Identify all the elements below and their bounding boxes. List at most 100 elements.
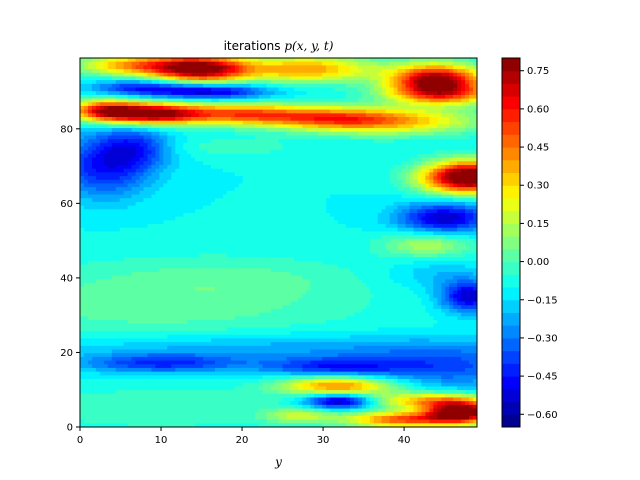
contour-cell: [449, 109, 454, 114]
contour-cell: [302, 98, 307, 103]
contour-cell: [369, 109, 375, 114]
contour-cell: [338, 187, 343, 192]
contour-cell: [119, 135, 125, 140]
contour-cell: [330, 94, 335, 100]
contour-cell: [469, 109, 474, 114]
contour-cell: [314, 76, 319, 81]
contour-cell: [139, 91, 145, 96]
contour-cell: [318, 235, 323, 240]
contour-cell: [322, 117, 327, 122]
contour-cell: [310, 146, 315, 151]
contour-cell: [211, 216, 216, 221]
contour-cell: [453, 227, 458, 232]
contour-cell: [349, 146, 355, 151]
contour-cell: [361, 58, 367, 63]
contour-cell: [306, 142, 311, 148]
contour-cell: [330, 135, 335, 140]
contour-cell: [469, 87, 474, 92]
contour-cell: [314, 150, 319, 155]
contour-cell: [230, 128, 236, 133]
contour-cell: [238, 172, 244, 177]
contour-cell: [155, 227, 160, 232]
contour-cell: [262, 172, 268, 177]
contour-cell: [115, 216, 121, 221]
contour-cell: [80, 139, 85, 144]
contour-cell: [207, 212, 212, 218]
contour-cell: [294, 128, 299, 133]
contour-cell: [302, 69, 307, 74]
contour-cell: [207, 153, 212, 159]
contour-cell: [457, 124, 462, 129]
contour-cell: [437, 220, 442, 225]
contour-cell: [107, 183, 113, 188]
contour-cell: [175, 109, 180, 114]
contour-cell: [214, 65, 220, 70]
contour-cell: [147, 231, 152, 236]
contour-cell: [389, 150, 395, 155]
contour-cell: [413, 161, 418, 166]
contour-cell: [302, 135, 307, 140]
contour-cell: [234, 157, 240, 162]
contour-cell: [278, 139, 283, 144]
contour-cell: [286, 146, 291, 151]
contour-cell: [195, 98, 200, 103]
contour-cell: [111, 58, 117, 63]
contour-cell: [203, 190, 208, 196]
contour-cell: [234, 238, 240, 243]
contour-cell: [409, 157, 414, 162]
contour-cell: [107, 94, 113, 100]
contour-cell: [238, 198, 244, 203]
contour-cell: [266, 76, 272, 81]
contour-cell: [151, 128, 156, 133]
contour-cell: [167, 172, 172, 177]
contour-cell: [111, 120, 117, 125]
contour-cell: [473, 183, 478, 188]
contour-cell: [322, 209, 327, 214]
contour-cell: [330, 146, 335, 151]
contour-cell: [385, 105, 391, 111]
contour-cell: [469, 153, 474, 159]
contour-cell: [338, 98, 343, 103]
contour-cell: [135, 128, 141, 133]
contour-cell: [155, 72, 160, 77]
contour-cell: [131, 205, 137, 210]
contour-cell: [445, 109, 450, 114]
contour-cell: [155, 194, 160, 199]
contour-cell: [143, 91, 148, 96]
contour-cell: [441, 102, 446, 107]
contour-cell: [365, 205, 371, 210]
contour-cell: [298, 212, 303, 218]
contour-cell: [107, 72, 113, 77]
contour-cell: [123, 187, 129, 192]
contour-cell: [155, 179, 160, 184]
contour-cell: [413, 120, 418, 125]
contour-cell: [203, 87, 208, 92]
contour-cell: [250, 94, 256, 100]
contour-cell: [91, 128, 97, 133]
contour-cell: [365, 227, 371, 232]
contour-cell: [453, 131, 458, 136]
contour-cell: [294, 172, 299, 177]
contour-cell: [266, 220, 272, 225]
contour-cell: [373, 153, 379, 159]
contour-cell: [361, 80, 367, 85]
contour-cell: [234, 153, 240, 159]
contour-cell: [357, 65, 363, 70]
contour-cell: [282, 227, 287, 232]
contour-cell: [302, 131, 307, 136]
contour-cell: [294, 120, 299, 125]
contour-cell: [250, 135, 256, 140]
contour-cell: [207, 235, 212, 240]
contour-cell: [449, 187, 454, 192]
contour-cell: [286, 198, 291, 203]
contour-cell: [119, 146, 125, 151]
contour-cell: [111, 172, 117, 177]
contour-cell: [123, 190, 129, 196]
contour-cell: [270, 165, 276, 170]
contour-cell: [473, 201, 478, 207]
contour-cell: [159, 139, 164, 144]
contour-cell: [214, 179, 220, 184]
contour-cell: [91, 198, 97, 203]
contour-cell: [207, 198, 212, 203]
contour-cell: [91, 165, 97, 170]
